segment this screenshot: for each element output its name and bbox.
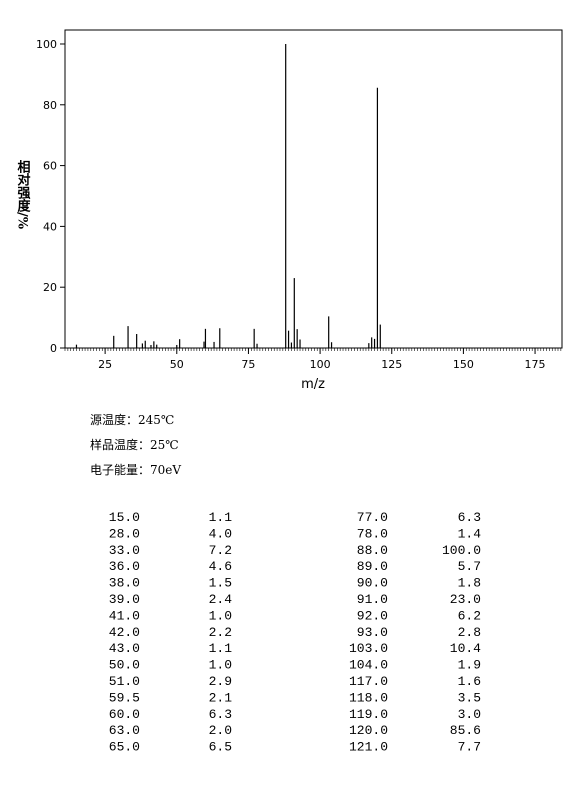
table-cell: 118.0 [349,690,388,705]
table-cell: 2.4 [209,592,233,607]
table-cell: 1.1 [209,510,233,525]
table-cell: 59.5 [109,690,140,705]
table-cell: 104.0 [349,658,388,673]
table-cell: 88.0 [357,543,388,558]
table-cell: 85.6 [450,723,481,738]
y-tick-label: 100 [36,38,57,51]
table-cell: 63.0 [109,723,140,738]
table-cell: 36.0 [109,559,140,574]
table-cell: 33.0 [109,543,140,558]
table-cell: 43.0 [109,641,140,656]
table-cell: 4.6 [209,559,232,574]
table-cell: 3.0 [458,707,481,722]
table-cell: 2.1 [209,690,233,705]
table-cell: 1.1 [209,641,233,656]
table-cell: 2.8 [458,625,481,640]
table-cell: 2.0 [209,723,232,738]
table-cell: 6.3 [458,510,481,525]
table-cell: 42.0 [109,625,140,640]
table-cell: 103.0 [349,641,388,656]
table-cell: 60.0 [109,707,140,722]
table-cell: 89.0 [357,559,388,574]
table-cell: 28.0 [109,526,140,541]
table-cell: 50.0 [109,658,140,673]
table-cell: 23.0 [450,592,481,607]
condition: 电子能量：70eV [90,463,181,477]
table-cell: 39.0 [109,592,140,607]
table-cell: 77.0 [357,510,388,525]
y-tick-label: 0 [50,342,57,355]
x-tick-label: 25 [98,358,112,371]
table-cell: 51.0 [109,674,140,689]
table-cell: 117.0 [349,674,388,689]
table-cell: 93.0 [357,625,388,640]
condition: 样品温度：25℃ [90,437,179,452]
table-cell: 7.7 [458,740,481,755]
table-cell: 121.0 [349,740,388,755]
table-cell: 6.5 [209,740,232,755]
y-tick-label: 20 [43,281,57,294]
table-cell: 10.4 [450,641,481,656]
y-tick-label: 60 [43,160,57,173]
y-tick-label: 80 [43,99,57,112]
table-cell: 2.2 [209,625,232,640]
table-cell: 90.0 [357,576,388,591]
table-cell: 65.0 [109,740,140,755]
table-cell: 5.7 [458,559,481,574]
x-tick-label: 50 [170,358,184,371]
x-tick-label: 175 [525,358,546,371]
table-cell: 7.2 [209,543,232,558]
table-cell: 120.0 [349,723,388,738]
table-cell: 78.0 [357,526,388,541]
x-tick-label: 75 [241,358,255,371]
table-cell: 119.0 [349,707,388,722]
table-cell: 1.9 [458,658,481,673]
table-cell: 100.0 [442,543,481,558]
plot-frame [64,29,563,349]
x-tick-label: 125 [381,358,402,371]
x-tick-label: 100 [310,358,331,371]
table-cell: 2.9 [209,674,232,689]
table-cell: 1.6 [458,674,481,689]
y-axis-label: 相对强度/% [15,159,31,229]
table-cell: 38.0 [109,576,140,591]
table-cell: 92.0 [357,608,388,623]
table-cell: 3.5 [458,690,481,705]
table-cell: 1.5 [209,576,232,591]
x-axis-label: m/z [301,377,325,392]
x-tick-label: 150 [453,358,474,371]
table-cell: 6.2 [458,608,481,623]
table-cell: 91.0 [357,592,388,607]
table-cell: 15.0 [109,510,140,525]
table-cell: 41.0 [109,608,140,623]
table-cell: 1.8 [458,576,481,591]
table-cell: 1.0 [209,658,232,673]
table-cell: 6.3 [209,707,232,722]
condition: 源温度：245℃ [90,412,174,427]
table-cell: 1.0 [209,608,232,623]
y-tick-label: 40 [43,220,57,233]
table-cell: 4.0 [209,526,232,541]
table-cell: 1.4 [458,526,482,541]
